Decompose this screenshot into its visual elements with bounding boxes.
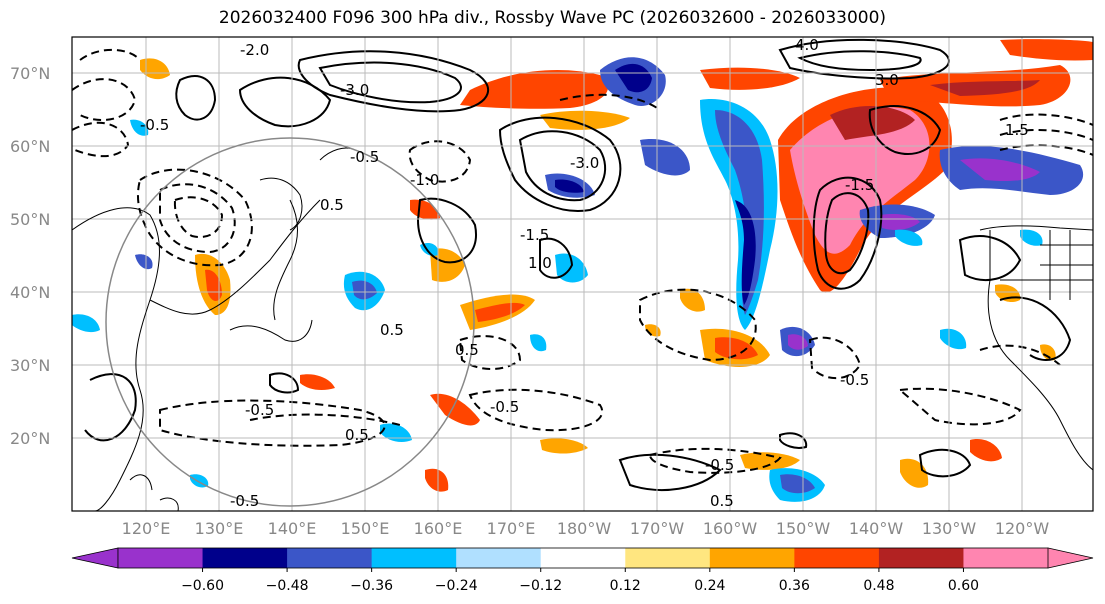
lon-label: 180°W	[557, 519, 612, 538]
latitude-labels: 20°N 30°N 40°N 50°N 60°N 70°N	[10, 64, 50, 448]
divergence-shading	[72, 39, 1093, 502]
lon-label: 150°W	[776, 519, 831, 538]
colorbar-tick-label: −0.48	[266, 578, 309, 594]
lat-label: 30°N	[10, 356, 50, 375]
contour-label: 0.5	[710, 492, 734, 510]
colorbar-tick-label: 0.12	[610, 578, 641, 594]
contour-label: 4.0	[795, 36, 819, 54]
map-frame	[71, 36, 1094, 512]
colorbar-swatch	[625, 548, 711, 568]
graticule	[72, 37, 1093, 511]
lat-label: 20°N	[10, 429, 50, 448]
contour-lines	[84, 38, 1072, 491]
contour-label: -0.5	[840, 371, 869, 389]
lon-label: 170°W	[630, 519, 685, 538]
contour-label: 0.5	[455, 341, 479, 359]
lat-label: 50°N	[10, 210, 50, 229]
contour-label: -1.5	[520, 226, 549, 244]
lon-label: 160°W	[703, 519, 758, 538]
colorbar-swatch	[794, 548, 880, 568]
colorbar-swatch	[287, 548, 373, 568]
lon-label: 120°W	[995, 519, 1050, 538]
contour-label: -0.5	[350, 148, 379, 166]
contour-label: 0.5	[345, 426, 369, 444]
contour-label: 0.5	[320, 196, 344, 214]
contour-label: -0.5	[140, 116, 169, 134]
colorbar-tick-label: 0.60	[948, 578, 979, 594]
colorbar-extend-max	[1047, 547, 1094, 569]
contour-label: -3.0	[340, 81, 369, 99]
lat-label: 70°N	[10, 64, 50, 83]
colorbar-swatch	[371, 548, 457, 568]
contour-label: -3.0	[570, 154, 599, 172]
contour-label: 1.0	[528, 254, 552, 272]
lon-label: 150°E	[341, 519, 390, 538]
colorbar-tick-label: −0.12	[519, 578, 562, 594]
contour-label: 0.5	[380, 321, 404, 339]
lon-label: 140°E	[268, 519, 317, 538]
longitude-labels: 120°E 130°E 140°E 150°E 160°E 170°E 180°…	[122, 519, 1050, 538]
contour-label: 3.0	[875, 71, 899, 89]
coastlines	[72, 147, 1093, 511]
contour-label: -2.0	[240, 41, 269, 59]
colorbar-tick-label: 0.48	[863, 578, 894, 594]
lon-label: 170°E	[487, 519, 536, 538]
lon-label: 130°W	[922, 519, 977, 538]
colorbar-extend-min	[71, 547, 119, 569]
contour-label: 1.5	[1005, 121, 1029, 139]
colorbar: −0.60 −0.48 −0.36 −0.24 −0.12 0.12 0.24 0.36 0.4…	[71, 547, 1094, 594]
colorbar-tick-label: −0.24	[435, 578, 478, 594]
focus-circle	[105, 137, 475, 507]
colorbar-border	[117, 547, 1049, 569]
contour-labels: -0.5 -1.0 -1.5 -2.0 -3.0 0.5 1.0 1.5 3.0…	[140, 36, 1029, 510]
lon-label: 140°W	[849, 519, 904, 538]
colorbar-tick-label: 0.36	[779, 578, 810, 594]
contour-label: -0.5	[230, 492, 259, 510]
colorbar-swatch	[456, 548, 542, 568]
lon-label: 160°E	[414, 519, 463, 538]
colorbar-tick-label: 0.24	[694, 578, 725, 594]
map-title: 2026032400 F096 300 hPa div., Rossby Wav…	[218, 8, 887, 28]
contour-label: -1.0	[410, 171, 439, 189]
contour-label: -1.5	[845, 176, 874, 194]
colorbar-tick-label: −0.36	[350, 578, 393, 594]
contour-label: -0.5	[490, 398, 519, 416]
colorbar-swatch	[118, 548, 204, 568]
contour-label: -0.5	[245, 401, 274, 419]
lon-label: 120°E	[122, 519, 171, 538]
colorbar-swatch	[202, 548, 288, 568]
colorbar-tick-label: −0.60	[181, 578, 224, 594]
colorbar-swatch	[709, 548, 795, 568]
colorbar-swatch	[540, 548, 626, 568]
contour-label: -0.5	[705, 456, 734, 474]
lat-label: 60°N	[10, 137, 50, 156]
lat-label: 40°N	[10, 283, 50, 302]
colorbar-swatch	[878, 548, 964, 568]
lon-label: 130°E	[195, 519, 244, 538]
contour-lines-dashed	[72, 48, 1093, 474]
colorbar-swatch	[963, 548, 1049, 568]
